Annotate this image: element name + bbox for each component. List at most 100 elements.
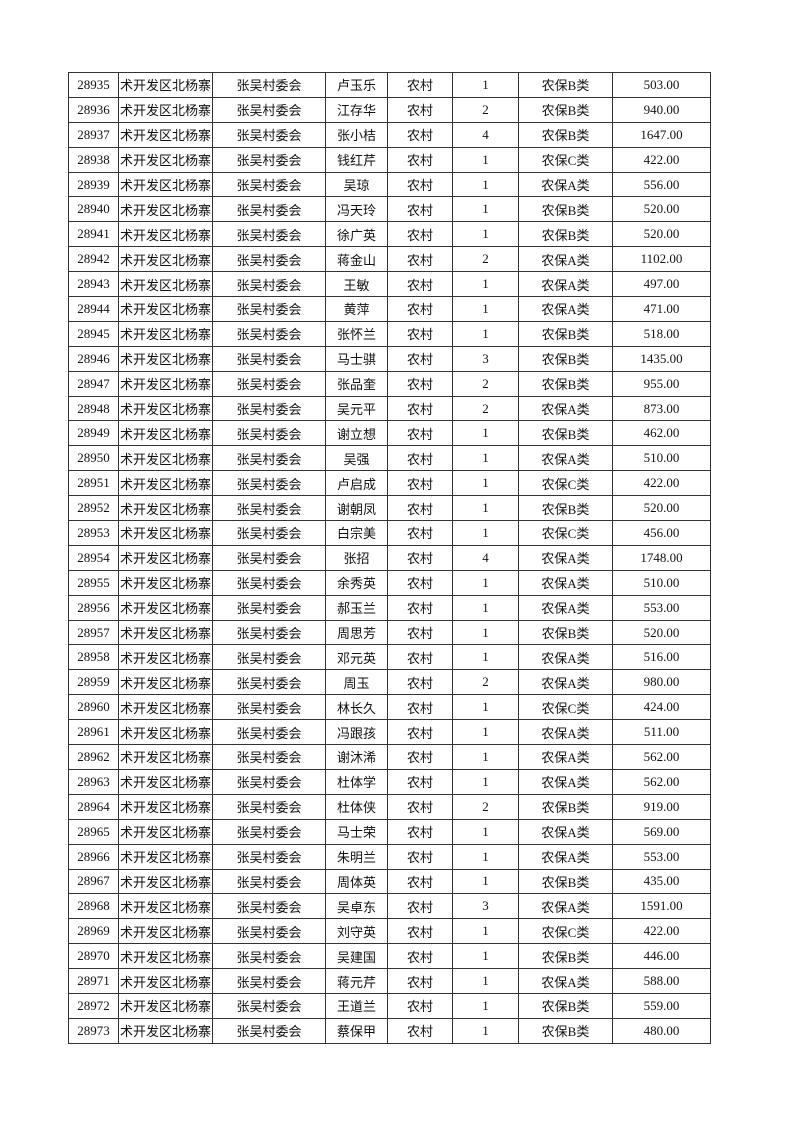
insurance-category-cell: 农保B类 xyxy=(518,345,613,372)
person-name-cell: 邓元英 xyxy=(325,644,388,671)
record-id-cell: 28959 xyxy=(68,669,119,696)
amount-cell: 503.00 xyxy=(612,72,711,98)
village-committee-cell: 张吴村委会 xyxy=(212,520,326,546)
insurance-category-cell: 农保A类 xyxy=(518,445,613,472)
village-committee-cell: 张吴村委会 xyxy=(212,893,326,920)
amount-cell: 562.00 xyxy=(612,768,711,795)
record-id-cell: 28953 xyxy=(68,520,119,546)
table-row: 28965 术开发区北杨寨 张吴村委会 马士荣 农村 1 农保A类 569.00 xyxy=(68,818,711,845)
person-name-cell: 张小桔 xyxy=(325,121,388,148)
village-committee-cell: 张吴村委会 xyxy=(212,943,326,970)
record-id-cell: 28943 xyxy=(68,271,119,298)
record-id-cell: 28971 xyxy=(68,968,119,994)
village-committee-cell: 张吴村委会 xyxy=(212,196,326,223)
amount-cell: 510.00 xyxy=(612,569,711,596)
member-count-cell: 1 xyxy=(452,495,519,522)
amount-cell: 569.00 xyxy=(612,818,711,845)
record-id-cell: 28942 xyxy=(68,246,119,273)
household-type-cell: 农村 xyxy=(387,694,453,721)
person-name-cell: 冯天玲 xyxy=(325,196,388,223)
member-count-cell: 1 xyxy=(452,221,519,248)
insurance-category-cell: 农保A类 xyxy=(518,893,613,920)
village-committee-cell: 张吴村委会 xyxy=(212,619,326,646)
insurance-category-cell: 农保A类 xyxy=(518,246,613,273)
insurance-category-cell: 农保B类 xyxy=(518,96,613,123)
household-type-cell: 农村 xyxy=(387,146,453,173)
member-count-cell: 1 xyxy=(452,569,519,596)
district-cell: 术开发区北杨寨 xyxy=(118,544,213,571)
member-count-cell: 3 xyxy=(452,893,519,920)
amount-cell: 518.00 xyxy=(612,320,711,347)
village-committee-cell: 张吴村委会 xyxy=(212,992,326,1019)
table-row: 28963 术开发区北杨寨 张吴村委会 杜体学 农村 1 农保A类 562.00 xyxy=(68,768,711,795)
insurance-category-cell: 农保B类 xyxy=(518,868,613,895)
amount-cell: 520.00 xyxy=(612,221,711,248)
table-row: 28946 术开发区北杨寨 张吴村委会 马士骐 农村 3 农保B类 1435.00 xyxy=(68,345,711,372)
district-cell: 术开发区北杨寨 xyxy=(118,395,213,422)
record-id-cell: 28957 xyxy=(68,619,119,646)
member-count-cell: 4 xyxy=(452,121,519,148)
household-type-cell: 农村 xyxy=(387,619,453,646)
amount-cell: 940.00 xyxy=(612,96,711,123)
person-name-cell: 蒋元芹 xyxy=(325,968,388,994)
insurance-category-cell: 农保B类 xyxy=(518,370,613,397)
village-committee-cell: 张吴村委会 xyxy=(212,495,326,522)
person-name-cell: 张怀兰 xyxy=(325,320,388,347)
record-id-cell: 28972 xyxy=(68,992,119,1019)
person-name-cell: 王敏 xyxy=(325,271,388,298)
village-committee-cell: 张吴村委会 xyxy=(212,569,326,596)
member-count-cell: 1 xyxy=(452,868,519,895)
household-type-cell: 农村 xyxy=(387,520,453,546)
insurance-category-cell: 农保B类 xyxy=(518,992,613,1019)
table-row: 28942 术开发区北杨寨 张吴村委会 蒋金山 农村 2 农保A类 1102.00 xyxy=(68,246,711,273)
person-name-cell: 吴元平 xyxy=(325,395,388,422)
member-count-cell: 1 xyxy=(452,296,519,322)
amount-cell: 456.00 xyxy=(612,520,711,546)
insurance-category-cell: 农保A类 xyxy=(518,171,613,198)
person-name-cell: 马士荣 xyxy=(325,818,388,845)
household-type-cell: 农村 xyxy=(387,1017,453,1044)
household-type-cell: 农村 xyxy=(387,196,453,223)
record-id-cell: 28954 xyxy=(68,544,119,571)
record-id-cell: 28956 xyxy=(68,594,119,621)
household-type-cell: 农村 xyxy=(387,843,453,870)
insurance-category-cell: 农保B类 xyxy=(518,72,613,98)
insurance-category-cell: 农保B类 xyxy=(518,943,613,970)
household-type-cell: 农村 xyxy=(387,171,453,198)
member-count-cell: 1 xyxy=(452,1017,519,1044)
district-cell: 术开发区北杨寨 xyxy=(118,146,213,173)
amount-cell: 510.00 xyxy=(612,445,711,472)
member-count-cell: 1 xyxy=(452,918,519,945)
table-row: 28964 术开发区北杨寨 张吴村委会 杜体侠 农村 2 农保B类 919.00 xyxy=(68,793,711,820)
record-id-cell: 28948 xyxy=(68,395,119,422)
household-type-cell: 农村 xyxy=(387,320,453,347)
household-type-cell: 农村 xyxy=(387,246,453,273)
record-id-cell: 28939 xyxy=(68,171,119,198)
household-type-cell: 农村 xyxy=(387,569,453,596)
village-committee-cell: 张吴村委会 xyxy=(212,72,326,98)
district-cell: 术开发区北杨寨 xyxy=(118,196,213,223)
table-row: 28954 术开发区北杨寨 张吴村委会 张招 农村 4 农保A类 1748.00 xyxy=(68,544,711,571)
person-name-cell: 钱红芹 xyxy=(325,146,388,173)
village-committee-cell: 张吴村委会 xyxy=(212,420,326,447)
amount-cell: 559.00 xyxy=(612,992,711,1019)
village-committee-cell: 张吴村委会 xyxy=(212,121,326,148)
village-committee-cell: 张吴村委会 xyxy=(212,544,326,571)
person-name-cell: 杜体学 xyxy=(325,768,388,795)
insurance-category-cell: 农保A类 xyxy=(518,644,613,671)
village-committee-cell: 张吴村委会 xyxy=(212,594,326,621)
member-count-cell: 1 xyxy=(452,72,519,98)
record-id-cell: 28940 xyxy=(68,196,119,223)
member-count-cell: 1 xyxy=(452,644,519,671)
record-id-cell: 28944 xyxy=(68,296,119,322)
amount-cell: 520.00 xyxy=(612,196,711,223)
record-id-cell: 28950 xyxy=(68,445,119,472)
table-row: 28938 术开发区北杨寨 张吴村委会 钱红芹 农村 1 农保C类 422.00 xyxy=(68,146,711,173)
village-committee-cell: 张吴村委会 xyxy=(212,296,326,322)
district-cell: 术开发区北杨寨 xyxy=(118,818,213,845)
person-name-cell: 卢玉乐 xyxy=(325,72,388,98)
village-committee-cell: 张吴村委会 xyxy=(212,719,326,746)
insurance-category-cell: 农保A类 xyxy=(518,669,613,696)
record-id-cell: 28955 xyxy=(68,569,119,596)
district-cell: 术开发区北杨寨 xyxy=(118,619,213,646)
